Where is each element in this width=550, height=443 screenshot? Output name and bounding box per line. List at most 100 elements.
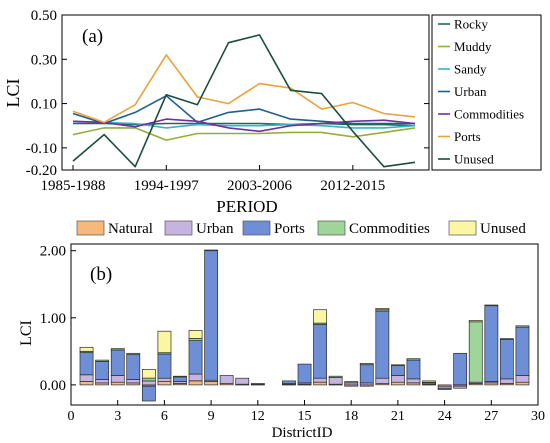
panel-a-x-axis-title: PERIOD [216, 197, 277, 216]
bar-segment-ports [110, 349, 125, 376]
legend-label-unused: Unused [454, 152, 494, 167]
panel-b-x-tick-label: 30 [531, 409, 545, 424]
panel-a-y-axis-title: LCI [3, 78, 23, 107]
panel-b-x-tick-label: 3 [114, 409, 121, 424]
bar-segment-urban [235, 377, 250, 385]
bar-segment-commodities [406, 358, 421, 361]
bar-segment-unused [313, 309, 327, 324]
bar-segment-natural [110, 381, 125, 386]
bar-segment-unused [188, 330, 203, 339]
bar-segment-commodities [204, 249, 219, 252]
bar-segment-unused [141, 369, 156, 379]
bar-segment-commodities [499, 338, 514, 340]
series-line-urban [72, 95, 415, 125]
panel-a: (a) 0.50 0.30 0.10 -0.10 -0.20 1985-1988 1994… [3, 8, 542, 216]
legend-swatch-commodities [317, 220, 346, 236]
bar-segment-natural [157, 381, 172, 386]
panel-a-y-tick-label: -0.20 [26, 163, 57, 179]
bar-segment-ports [297, 363, 312, 384]
bar-segment-commodities [359, 363, 374, 366]
bar-segment-ports [141, 385, 156, 402]
bar-segment-unused [468, 320, 483, 323]
series-line-sandy [72, 120, 416, 129]
bar-segment-natural [204, 381, 219, 386]
bar-segment-unused [375, 308, 390, 311]
panel-b-x-tick-label: 24 [438, 409, 452, 424]
panel-a-x-axis: 1985-1988 1994-1997 2003-2006 2012-2015 [41, 165, 385, 194]
bar-segment-ports [499, 338, 514, 380]
bar-segment-urban [141, 380, 156, 386]
bar-segment-ports [95, 361, 110, 380]
panel-b: (b) 2.001.000.00 0 3 6 9 12 15 18 21 24 27 30 LCI … [18, 243, 545, 441]
bar-segment-natural [391, 381, 405, 386]
panel-b-y-tick-label: 0.00 [40, 378, 66, 394]
bar-segment-commodities [344, 381, 359, 384]
bar-segment-urban [250, 383, 265, 385]
panel-a-y-tick-label: 0.30 [31, 52, 57, 68]
bar-segment-natural [484, 382, 499, 386]
bar-segment-ports [515, 326, 530, 376]
bar-segment-ports [79, 352, 94, 376]
panel-a-y-axis: 0.50 0.30 0.10 -0.10 -0.20 [26, 8, 429, 179]
legend-label-urban: Urban [196, 221, 234, 237]
bar-segment-commodities [188, 338, 203, 341]
panel-b-legend: Natural Urban Ports Commodities Unused [76, 220, 526, 237]
panel-a-x-tick-label: 1994-1997 [134, 178, 199, 194]
panel-b-x-tick-label: 12 [251, 409, 265, 424]
bar-segment-commodities [95, 359, 110, 362]
bar-segment-commodities [328, 375, 343, 378]
panel-a-label: (a) [82, 26, 103, 47]
bar-segment-ports [313, 324, 327, 379]
bar-segment-urban [328, 377, 343, 385]
bar-segment-ports [484, 305, 499, 382]
legend-swatch-natural [76, 220, 105, 236]
bar-segment-natural [515, 381, 530, 386]
panel-a-legend: Rocky Muddy Sandy Urban Commodities Ports Unus… [438, 17, 524, 167]
panel-b-y-tick-label: 2.00 [40, 244, 66, 260]
series-line-commodities [72, 118, 416, 133]
bar-segment-natural [313, 381, 327, 386]
series-line-ports [72, 54, 416, 124]
panel-b-x-tick-label: 18 [344, 409, 358, 424]
panel-b-x-tick-label: 15 [298, 409, 312, 424]
bar-segment-urban [453, 385, 468, 389]
panel-b-x-axis-title: DistrictID [272, 425, 333, 441]
bar-segment-urban [95, 379, 110, 384]
bar-segment-ports [188, 340, 203, 375]
panel-a-y-tick-label: 0.50 [31, 8, 57, 24]
bar-segment-ports [391, 365, 405, 376]
bar-segment-ports [282, 380, 296, 384]
bar-segment-commodities [110, 348, 125, 351]
bar-segment-urban [110, 375, 125, 383]
panel-b-x-tick-label: 9 [208, 409, 215, 424]
bar-segment-urban [406, 378, 421, 384]
bar-segment-urban [79, 374, 94, 382]
bar-segment-urban [515, 375, 530, 383]
panel-b-x-tick-label: 27 [484, 409, 498, 424]
bar-segment-urban [188, 373, 203, 382]
bar-segment-urban [126, 379, 141, 384]
series-line-rocky [73, 122, 416, 127]
bar-segment-ports [359, 364, 374, 384]
bar-segment-ports [406, 359, 421, 380]
panel-b-y-axis: 2.00 1.00 0.00 [40, 244, 76, 394]
legend-swatch-urban [164, 220, 193, 236]
panel-b-y-axis-title: LCI [18, 320, 35, 346]
panel-b-bars [79, 249, 530, 402]
bar-segment-commodities [141, 377, 156, 382]
legend-label-sandy: Sandy [454, 62, 487, 77]
bar-segment-ports [157, 353, 172, 379]
panel-b-y-tick-label: 1.00 [40, 311, 66, 327]
panel-a-x-tick-label: 2003-2006 [227, 178, 292, 194]
bar-segment-urban [313, 377, 327, 383]
panel-a-legend-frame [431, 14, 542, 171]
bar-segment-commodities [484, 304, 499, 307]
legend-swatch-unused [448, 220, 477, 236]
bar-segment-natural [406, 382, 421, 386]
panel-a-x-tick-label: 2012-2015 [320, 178, 385, 194]
bar-segment-commodities [391, 364, 405, 366]
panel-b-label: (b) [90, 264, 112, 285]
legend-label-rocky: Rocky [454, 17, 488, 32]
panel-a-frame [61, 14, 430, 171]
legend-label-ports: Ports [454, 129, 481, 144]
